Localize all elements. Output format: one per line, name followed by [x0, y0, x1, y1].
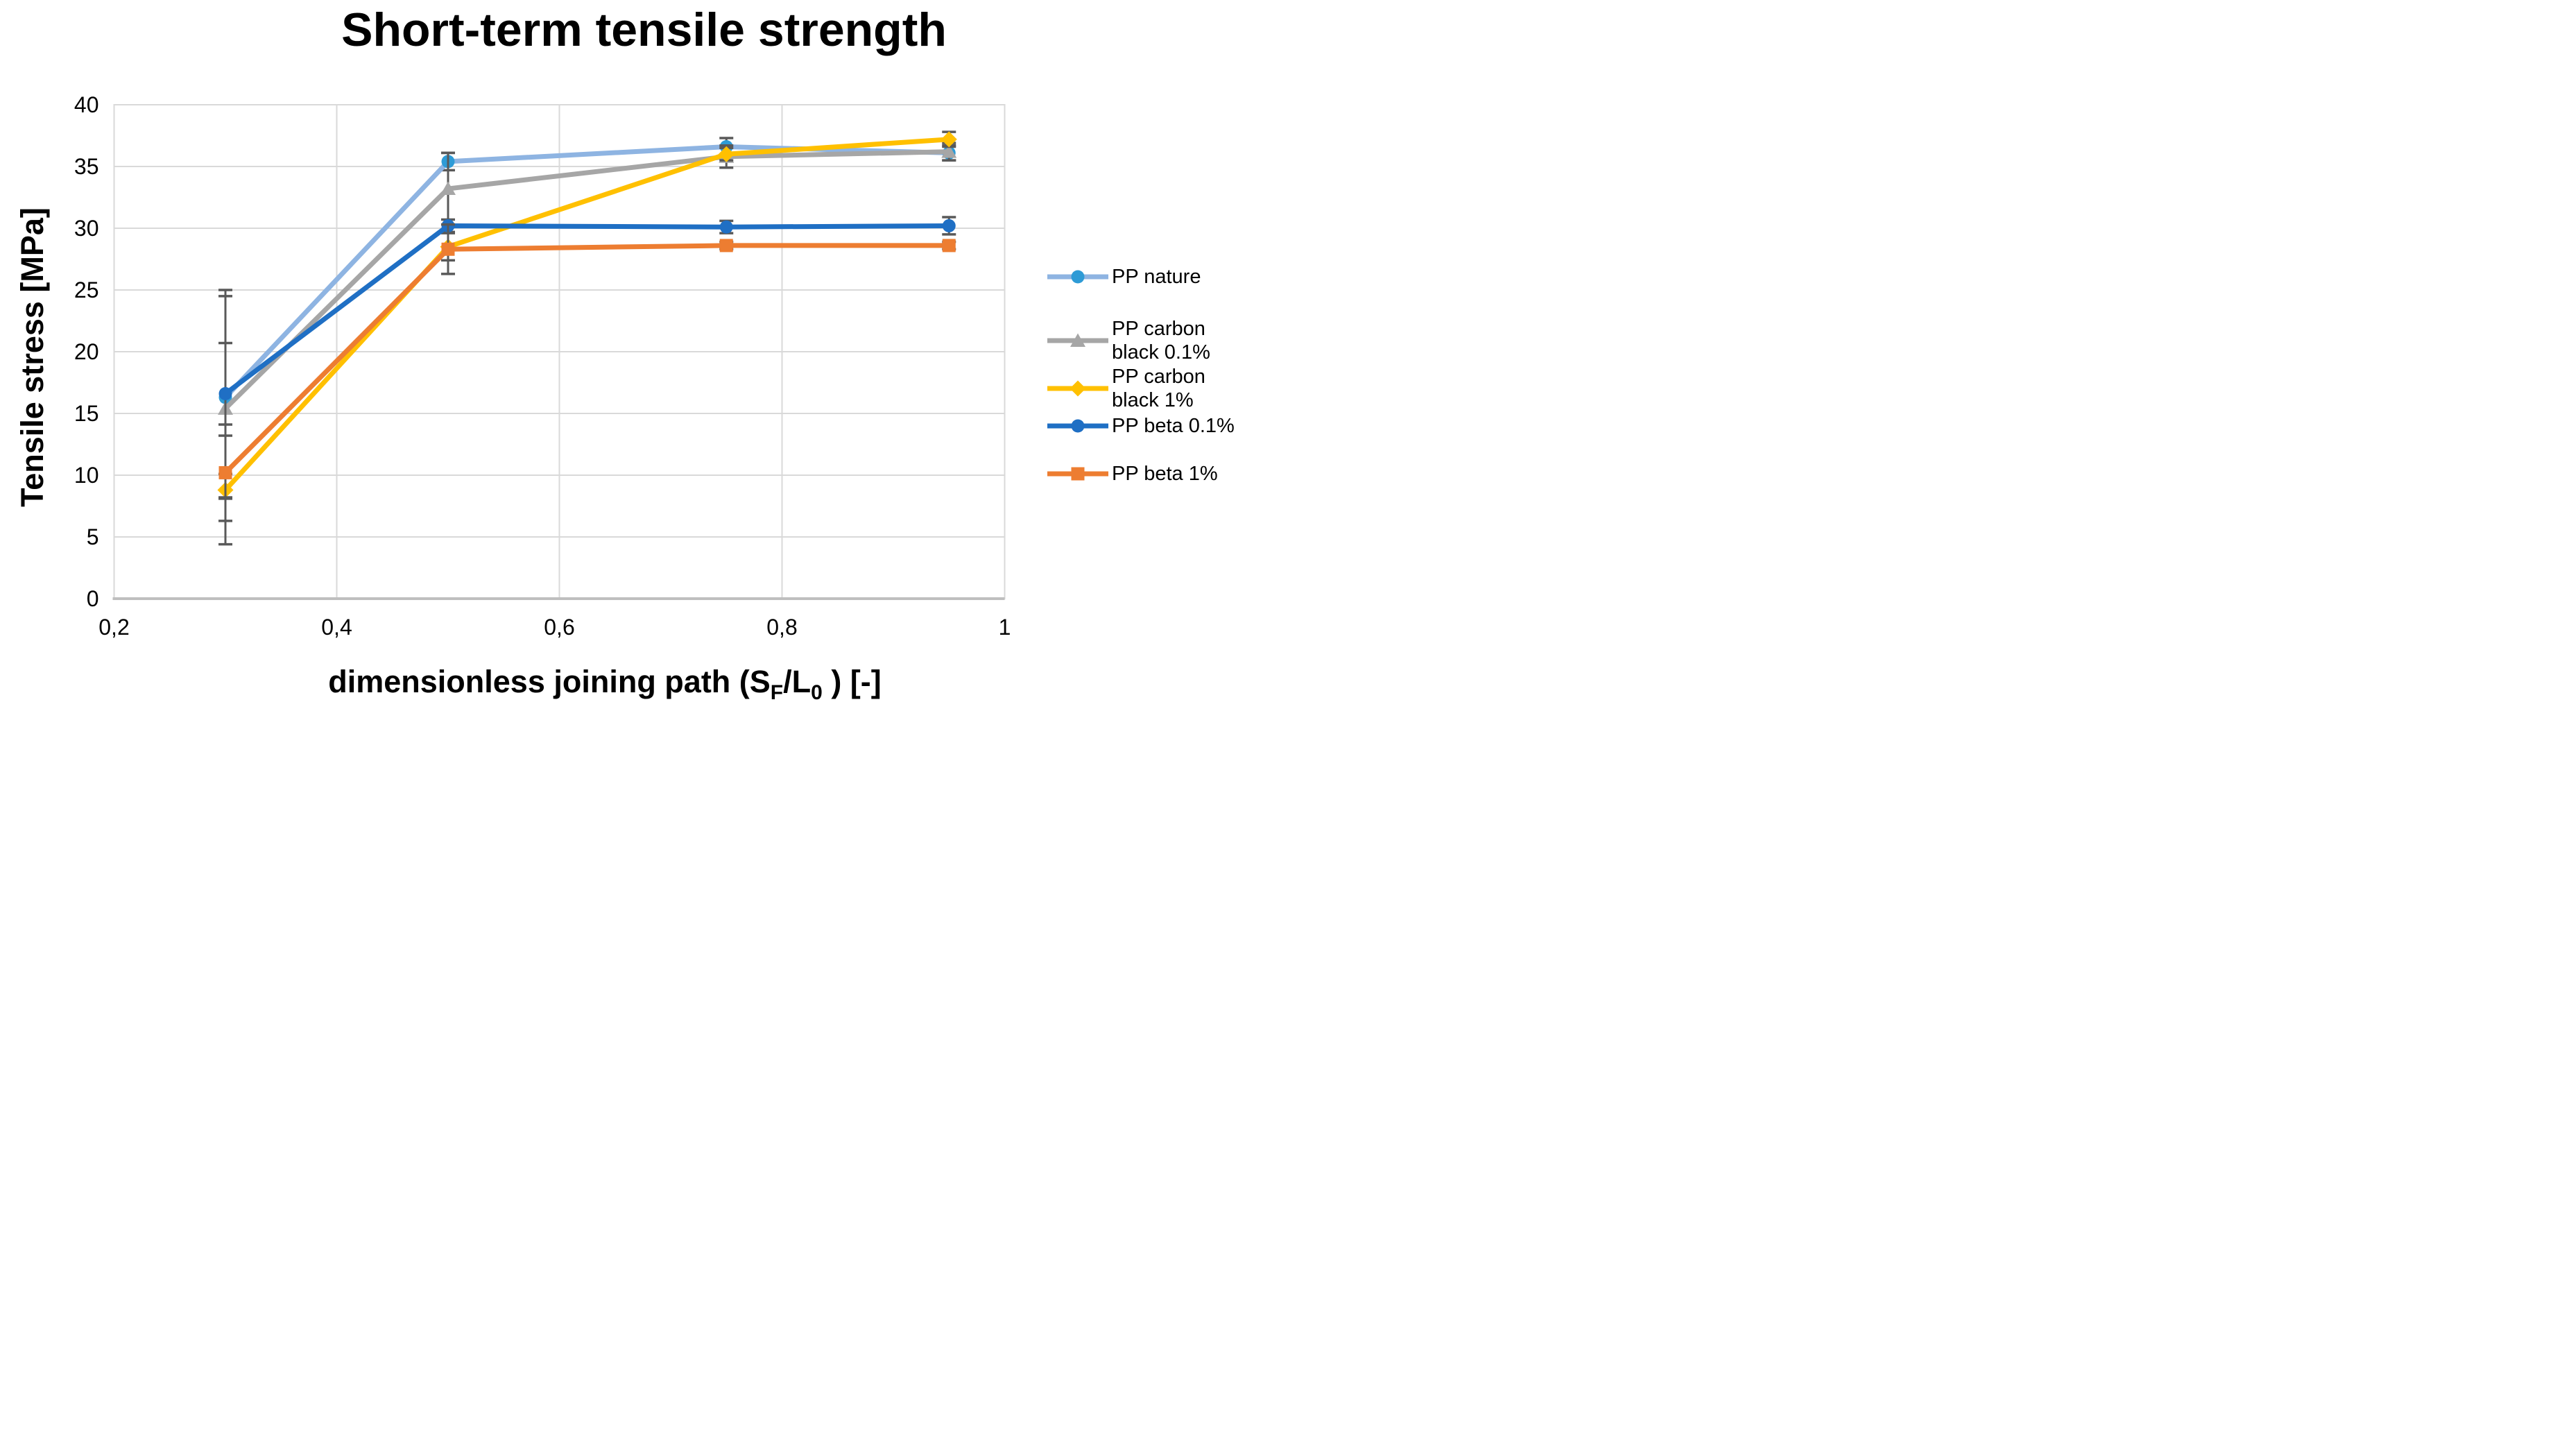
legend-sample-marker	[1071, 270, 1085, 284]
y-tick-label-25: 25	[74, 277, 99, 302]
x-axis-title-text-2: /L	[783, 664, 812, 699]
marker-pp-carbon-black-1-point-2[interactable]	[718, 146, 735, 162]
legend-entry-pp-carbon-black-1[interactable]: PP carbon black 1%	[1047, 365, 1283, 412]
chart-figure: Short-term tensile strength Tensile stre…	[0, 0, 1288, 727]
legend-marker-triangle-icon	[1047, 333, 1108, 347]
legend-label-pp-carbon-black-0-1: PP carbon black 0.1%	[1112, 318, 1210, 364]
series-group-pp-beta-1	[218, 223, 956, 522]
x-axis-title-subscript-0: 0	[811, 681, 823, 704]
x-tick-label-0-4: 0,4	[321, 615, 352, 640]
marker-pp-carbon-black-0-1-point-1[interactable]	[440, 181, 456, 196]
y-tick-label-30: 30	[74, 216, 99, 241]
legend-sample-marker	[1071, 467, 1085, 481]
legend-entry-pp-nature[interactable]: PP nature	[1047, 264, 1283, 289]
chart-title: Short-term tensile strength	[341, 3, 947, 56]
series-line-pp-carbon-black-1[interactable]	[223, 137, 952, 493]
legend-entry-pp-carbon-black-0-1[interactable]: PP carbon black 0.1%	[1047, 317, 1283, 364]
legend-marker-diamond-icon	[1047, 380, 1108, 397]
y-tick-label-40: 40	[74, 92, 99, 117]
legend-label-pp-beta-1: PP beta 1%	[1112, 463, 1218, 485]
y-tick-label-5: 5	[87, 524, 99, 549]
y-tick-label-35: 35	[74, 154, 99, 179]
marker-pp-carbon-black-1-point-3[interactable]	[941, 131, 957, 148]
y-tick-label-0: 0	[87, 586, 99, 611]
marker-pp-beta-0-1-point-0[interactable]	[218, 387, 232, 401]
marker-pp-beta-1-point-1[interactable]	[441, 242, 455, 256]
x-axis-title: dimensionless joining path (SF/L0 ) [-]	[328, 664, 882, 704]
x-axis-title-subscript-f: F	[770, 681, 784, 704]
legend-sample-marker	[1070, 380, 1086, 397]
legend-sample-marker	[1070, 333, 1085, 347]
series-line-pp-carbon-black-0-1[interactable]	[223, 149, 952, 411]
legend-marker-circle-icon	[1047, 419, 1108, 433]
y-tick-label-20: 20	[74, 339, 99, 364]
y-tick-label-10: 10	[74, 463, 99, 488]
x-axis-title-text-3: ) [-]	[822, 664, 882, 699]
marker-pp-carbon-black-0-1-point-3[interactable]	[941, 144, 957, 158]
series-group-pp-beta-0-1	[218, 216, 956, 499]
legend-label-pp-nature: PP nature	[1112, 266, 1201, 288]
legend-marker-square-icon	[1047, 467, 1108, 481]
marker-pp-beta-1-point-2[interactable]	[719, 239, 733, 253]
legend-marker-circle-icon	[1047, 270, 1108, 284]
marker-pp-beta-1-point-3[interactable]	[942, 239, 956, 253]
marker-pp-beta-0-1-point-2[interactable]	[719, 220, 733, 234]
y-tick-label-15: 15	[74, 401, 99, 426]
x-axis-title-text-1: dimensionless joining path (S	[328, 664, 771, 699]
legend-entry-pp-beta-0-1[interactable]: PP beta 0.1%	[1047, 413, 1283, 438]
series-line-pp-beta-1[interactable]	[223, 243, 952, 475]
series-group-pp-carbon-black-0-1	[218, 142, 957, 475]
legend-label-pp-beta-0-1: PP beta 0.1%	[1112, 415, 1235, 437]
legend-sample-marker	[1071, 419, 1085, 433]
series-group-pp-carbon-black-1	[217, 130, 957, 546]
series-line-pp-beta-0-1[interactable]	[223, 223, 952, 397]
plot-area: 0 5 10 15 20 25 30 35 40 0,2 0,4 0,6 0,8 1	[74, 92, 1011, 640]
x-tick-label-0-6: 0,6	[544, 615, 574, 640]
legend-label-pp-carbon-black-1: PP carbon black 1%	[1112, 366, 1205, 411]
series-line-pp-nature[interactable]	[223, 144, 952, 400]
marker-pp-beta-1-point-0[interactable]	[218, 465, 232, 479]
x-tick-label-0-2: 0,2	[98, 615, 129, 640]
legend: PP nature PP carbon black 0.1% PP carbon b…	[1047, 264, 1283, 486]
x-tick-label-0-8: 0,8	[766, 615, 797, 640]
legend-entry-pp-beta-1[interactable]: PP beta 1%	[1047, 461, 1283, 486]
marker-pp-beta-0-1-point-3[interactable]	[942, 219, 956, 232]
x-tick-label-1: 1	[999, 615, 1011, 640]
